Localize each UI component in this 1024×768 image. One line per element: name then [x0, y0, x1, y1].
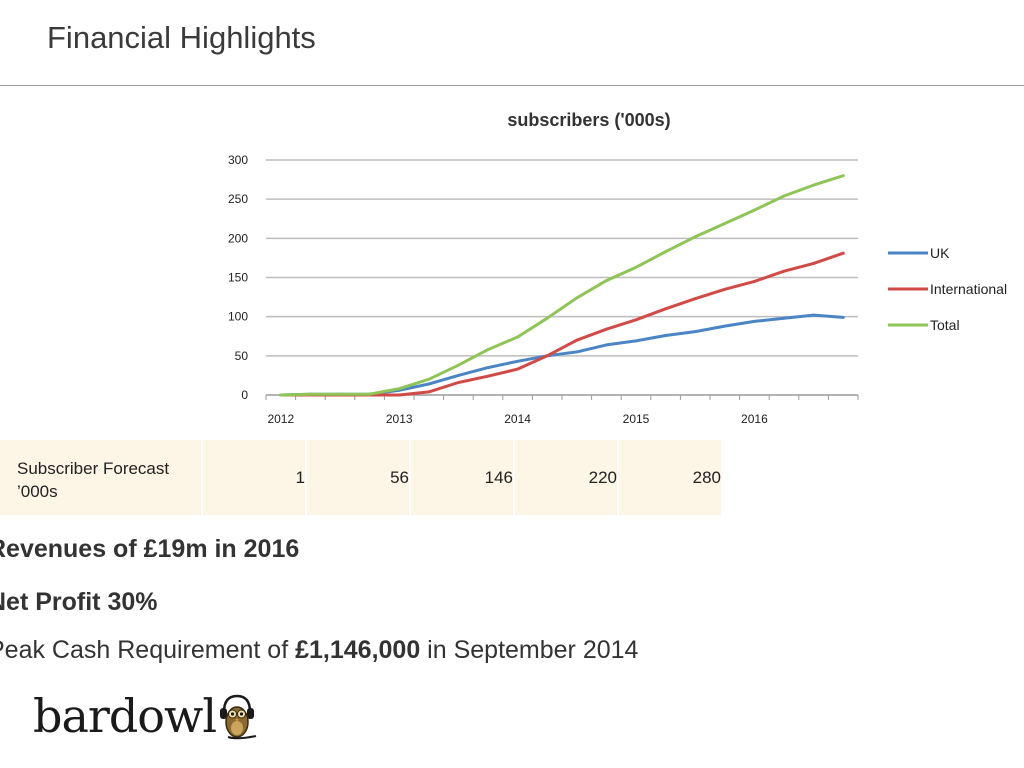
data-point-international [575, 338, 579, 342]
data-point-total [486, 348, 490, 351]
data-point-total [279, 393, 283, 397]
data-point-total [516, 335, 519, 339]
data-point-international [486, 374, 490, 378]
data-point-total [841, 174, 845, 178]
bullet-net-profit: Net Profit 30% [0, 588, 158, 616]
series-line-total [279, 174, 845, 397]
forecast-value-2014: 146 [411, 440, 513, 515]
data-point-uk [841, 316, 845, 319]
data-point-total [723, 222, 727, 225]
data-point-total [605, 279, 608, 282]
data-point-uk [634, 339, 638, 343]
y-tick-label-100: 100 [228, 310, 248, 324]
data-point-international [841, 251, 845, 255]
x-tick-label-2012: 2012 [267, 412, 294, 426]
data-point-total [457, 363, 460, 367]
data-point-uk [693, 330, 697, 333]
legend-label-international: International [930, 281, 1007, 297]
data-point-uk [605, 343, 608, 347]
data-point-uk [664, 334, 667, 337]
legend-label-total: Total [930, 317, 960, 333]
data-point-international [693, 297, 697, 301]
data-point-international [457, 381, 460, 384]
y-tick-label-250: 250 [228, 192, 248, 206]
data-point-uk [457, 374, 460, 377]
title-divider [0, 85, 1024, 86]
data-point-total [309, 392, 312, 396]
y-tick-label-0: 0 [241, 388, 248, 402]
series-line-international [279, 251, 845, 397]
logo-text: bardowl [33, 689, 217, 743]
bullet-peak-cash: Peak Cash Requirement of £1,146,000 in S… [0, 636, 638, 665]
subscribers-chart: subscribers ('000s) 0 50 100 150 200 250 300 201… [228, 110, 1007, 426]
data-point-uk [753, 320, 756, 323]
data-point-total [812, 183, 815, 187]
data-point-total [545, 316, 549, 320]
x-tick-label-2013: 2013 [386, 412, 413, 426]
data-point-total [397, 387, 401, 391]
data-point-total [427, 377, 431, 381]
data-point-international [634, 318, 638, 322]
data-point-total [575, 296, 579, 300]
x-tick-label-2014: 2014 [504, 412, 531, 426]
chart-title: subscribers ('000s) [507, 110, 670, 130]
data-point-uk [486, 366, 490, 369]
data-point-total [664, 250, 667, 254]
forecast-value-2015: 220 [515, 440, 617, 515]
x-tick-label-2016: 2016 [741, 412, 768, 426]
data-point-uk [723, 324, 727, 328]
data-point-international [427, 390, 431, 394]
data-point-international [516, 367, 519, 371]
data-point-international [605, 327, 608, 331]
data-point-total [693, 235, 697, 239]
data-point-international [753, 280, 756, 283]
bardowl-logo: bardowl [33, 690, 258, 742]
y-tick-label-300: 300 [228, 153, 248, 167]
data-point-international [782, 269, 786, 273]
data-point-total [753, 208, 756, 212]
data-point-uk [427, 382, 431, 386]
data-point-international [545, 354, 549, 358]
data-point-total [782, 194, 786, 198]
legend-label-uk: UK [930, 245, 950, 261]
data-point-uk [812, 313, 815, 317]
data-point-total [634, 265, 638, 269]
y-tick-label-150: 150 [228, 271, 248, 285]
page-title: Financial Highlights [47, 20, 316, 55]
data-point-international [723, 287, 727, 291]
data-point-international [397, 393, 401, 397]
owl-headphones-icon [220, 694, 257, 740]
forecast-value-2012: 1 [203, 440, 305, 515]
forecast-value-2013: 56 [307, 440, 409, 515]
data-point-uk [516, 359, 519, 363]
peak-cash-amount: £1,146,000 [295, 636, 421, 664]
peak-cash-prefix: Peak Cash Requirement of [0, 636, 296, 664]
data-point-international [812, 262, 815, 265]
x-tick-label-2015: 2015 [623, 412, 650, 426]
bullet-revenues: Revenues of £19m in 2016 [0, 535, 300, 563]
peak-cash-suffix: in September 2014 [420, 636, 639, 664]
y-tick-label-50: 50 [235, 349, 249, 363]
subscriber-forecast-row: Subscriber Forecast ’000s 1 56 146 220 2… [0, 440, 723, 515]
data-point-international [664, 307, 667, 311]
forecast-value-2016: 280 [619, 440, 721, 515]
data-point-total [368, 392, 371, 396]
data-point-total [338, 392, 342, 396]
data-point-uk [575, 350, 579, 354]
y-tick-label-200: 200 [228, 231, 248, 245]
series-line-uk [279, 313, 845, 397]
data-point-uk [782, 316, 786, 320]
forecast-label: Subscriber Forecast ’000s [0, 440, 201, 515]
